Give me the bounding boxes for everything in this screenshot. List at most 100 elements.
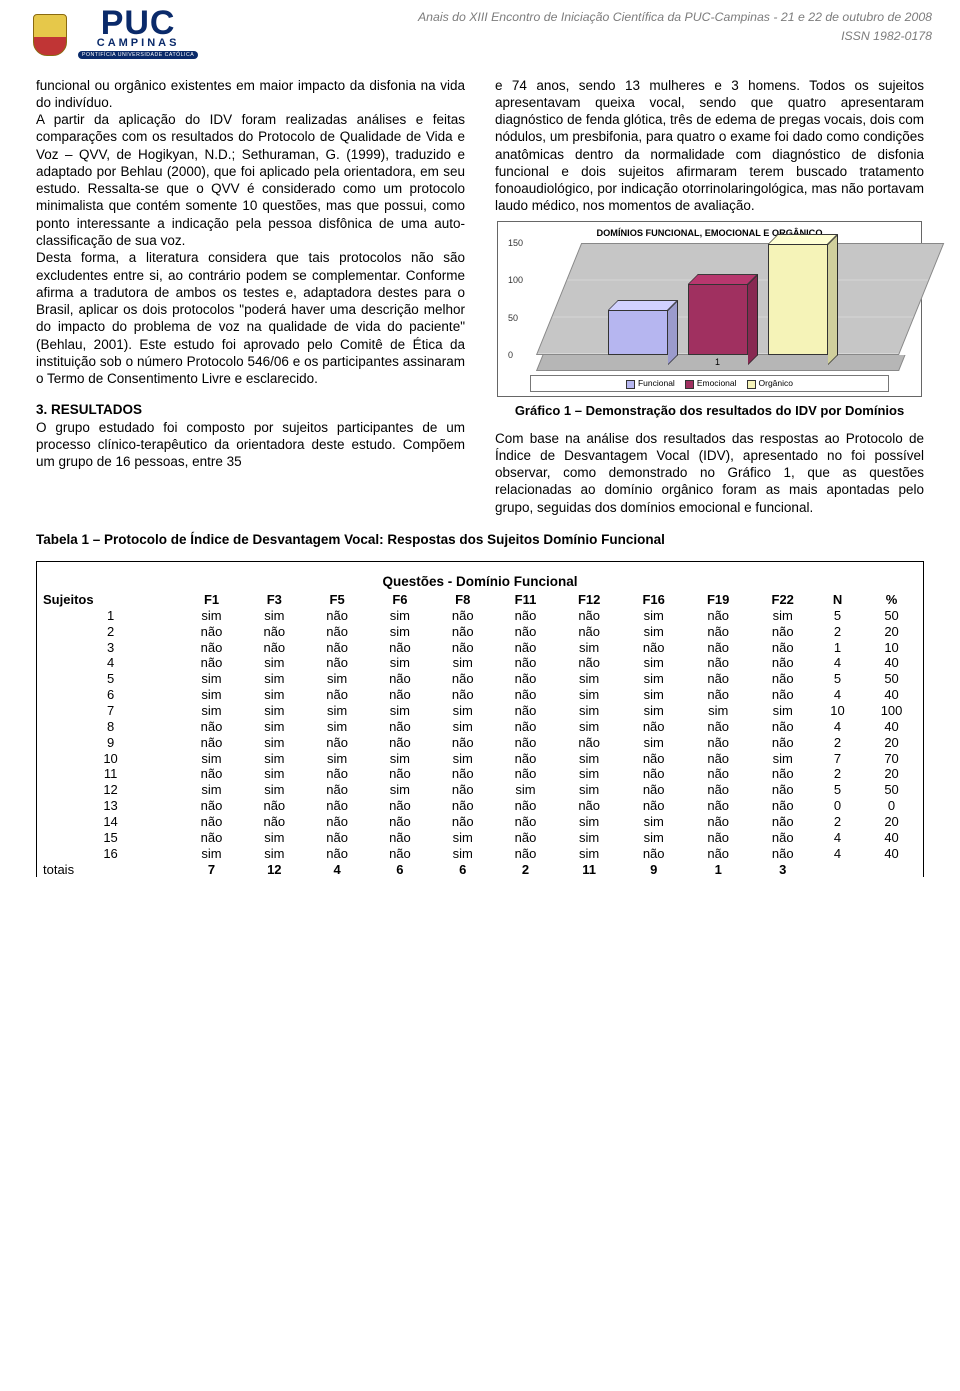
left-column: funcional ou orgânico existentes em maio… xyxy=(36,77,465,516)
table-cell: não xyxy=(686,735,751,751)
table-col-header: F8 xyxy=(431,592,494,608)
table-cell: não xyxy=(180,735,243,751)
table-cell: não xyxy=(180,830,243,846)
table-cell: sim xyxy=(621,703,686,719)
logo: PUC CAMPINAS PONTIFÍCIA UNIVERSIDADE CAT… xyxy=(28,8,198,59)
table-cell: não xyxy=(686,608,751,624)
table-row: 6simsimnãonãonãonãosimsimnãonão440 xyxy=(37,687,923,703)
table-cell: 70 xyxy=(860,751,923,767)
table-col-header: F19 xyxy=(686,592,751,608)
table-cell: não xyxy=(686,830,751,846)
table-heading: Questões - Domínio Funcional xyxy=(37,574,923,589)
table-cell: 13 xyxy=(37,798,180,814)
table-row: 13nãonãonãonãonãonãonãonãonãonão00 xyxy=(37,798,923,814)
header-meta: Anais do XIII Encontro de Iniciação Cien… xyxy=(212,8,932,46)
table-cell: não xyxy=(180,624,243,640)
table-cell: não xyxy=(306,846,369,862)
table-cell: sim xyxy=(621,671,686,687)
table-cell: não xyxy=(494,719,557,735)
table-cell: 7 xyxy=(180,862,243,878)
table-cell: sim xyxy=(180,703,243,719)
table-cell: não xyxy=(306,655,369,671)
table-cell: 0 xyxy=(860,798,923,814)
table-cell: 3 xyxy=(37,640,180,656)
chart-floor xyxy=(536,355,905,371)
table-cell: não xyxy=(686,687,751,703)
table-cell: não xyxy=(686,798,751,814)
table-cell: não xyxy=(494,671,557,687)
table-cell: não xyxy=(306,608,369,624)
table-totals-row: totais712466211913 xyxy=(37,862,923,878)
table-cell: não xyxy=(494,846,557,862)
table-section: Tabela 1 – Protocolo de Índice de Desvan… xyxy=(0,516,960,897)
table-cell: 6 xyxy=(369,862,432,878)
table-cell: 12 xyxy=(243,862,306,878)
table-cell: sim xyxy=(369,703,432,719)
table-cell: não xyxy=(306,814,369,830)
chart-bars xyxy=(536,243,899,355)
table-cell: sim xyxy=(369,751,432,767)
table-cell: não xyxy=(494,798,557,814)
table-cell: 6 xyxy=(37,687,180,703)
table-cell: sim xyxy=(369,655,432,671)
table-cell: não xyxy=(621,766,686,782)
table-cell: 20 xyxy=(860,814,923,830)
table-cell: não xyxy=(431,671,494,687)
table-cell: não xyxy=(369,719,432,735)
table-cell: não xyxy=(557,735,622,751)
legend-swatch xyxy=(626,380,635,389)
table-cell: sim xyxy=(243,608,306,624)
table-cell: 15 xyxy=(37,830,180,846)
right-p2: Com base na análise dos resultados das r… xyxy=(495,430,924,516)
table-cell: não xyxy=(180,655,243,671)
table-cell: 14 xyxy=(37,814,180,830)
table-cell: 10 xyxy=(815,703,860,719)
table-cell: sim xyxy=(621,735,686,751)
table-cell: sim xyxy=(431,719,494,735)
table-cell: 1 xyxy=(815,640,860,656)
table-cell: sim xyxy=(431,830,494,846)
table-cell: 20 xyxy=(860,735,923,751)
table-row: 15nãosimnãonãosimnãosimsimnãonão440 xyxy=(37,830,923,846)
table-cell: 4 xyxy=(815,687,860,703)
table-cell: não xyxy=(180,814,243,830)
table-cell: 20 xyxy=(860,624,923,640)
right-p1: e 74 anos, sendo 13 mulheres e 3 homens.… xyxy=(495,77,924,215)
header-line2: ISSN 1982-0178 xyxy=(212,27,932,46)
table-cell: sim xyxy=(243,719,306,735)
table-cell: não xyxy=(750,782,815,798)
table-cell: não xyxy=(180,719,243,735)
table-row: 7simsimsimsimsimnãosimsimsimsim10100 xyxy=(37,703,923,719)
table-cell: 2 xyxy=(494,862,557,878)
legend-swatch xyxy=(685,380,694,389)
table-cell: sim xyxy=(243,751,306,767)
logo-band: PONTIFÍCIA UNIVERSIDADE CATÓLICA xyxy=(78,51,198,59)
table-cell: não xyxy=(621,751,686,767)
table-cell: não xyxy=(431,814,494,830)
table-cell: sim xyxy=(243,830,306,846)
data-table: SujeitosF1F3F5F6F8F11F12F16F19F22N% 1 sim… xyxy=(37,592,923,877)
table-cell: não xyxy=(494,655,557,671)
table-cell: não xyxy=(750,719,815,735)
table-cell: sim xyxy=(306,671,369,687)
table-cell: 4 xyxy=(815,719,860,735)
table-cell: não xyxy=(494,640,557,656)
chart-xlabel: 1 xyxy=(715,357,720,369)
table-cell: sim xyxy=(621,608,686,624)
table-col-header: F3 xyxy=(243,592,306,608)
table-cell: 9 xyxy=(37,735,180,751)
table-cell: não xyxy=(750,671,815,687)
table-cell: não xyxy=(306,830,369,846)
left-p2: A partir da aplicação do IDV foram reali… xyxy=(36,111,465,249)
logo-campinas: CAMPINAS xyxy=(97,37,180,49)
table-cell: sim xyxy=(557,782,622,798)
table-cell: sim xyxy=(243,735,306,751)
table-cell: sim xyxy=(243,846,306,862)
table-header-row: SujeitosF1F3F5F6F8F11F12F16F19F22N% xyxy=(37,592,923,608)
chart-ytick: 0 xyxy=(508,350,513,362)
table-cell: 2 xyxy=(815,735,860,751)
table-col-header: F5 xyxy=(306,592,369,608)
table-cell: não xyxy=(369,798,432,814)
section-title-results: 3. RESULTADOS xyxy=(36,401,465,418)
chart-title: DOMÍNIOS FUNCIONAL, EMOCIONAL E ORGÂNICO xyxy=(502,228,917,240)
